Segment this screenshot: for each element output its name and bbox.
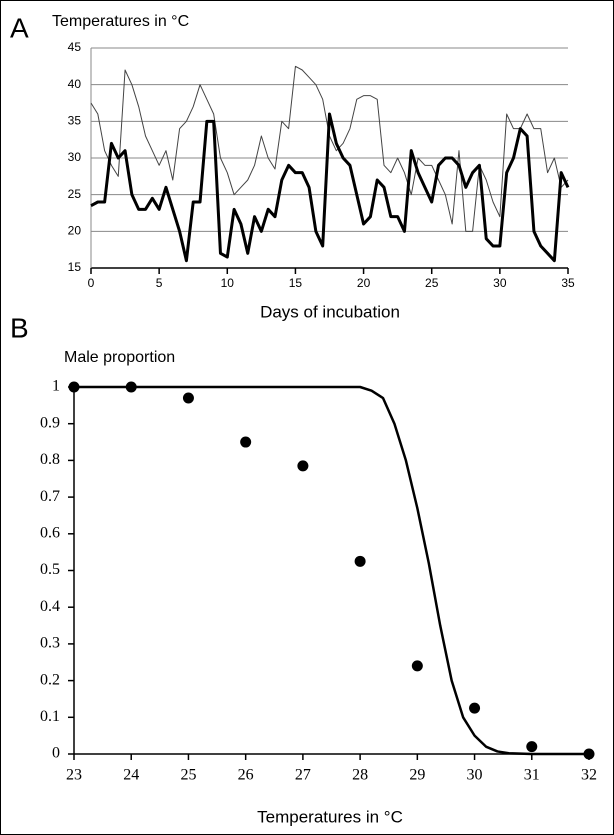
y-tick-label: 0.6 (40, 524, 60, 541)
y-tick-label: 35 (68, 114, 82, 128)
data-point (182, 392, 194, 404)
y-tick-label: 0.3 (40, 635, 60, 652)
y-tick-label: 1 (52, 378, 60, 395)
x-tick-label: 10 (221, 276, 235, 290)
y-tick-label: 0.5 (40, 561, 60, 578)
y-tick-label: 0.4 (40, 598, 60, 615)
data-point (411, 660, 423, 672)
data-point (240, 436, 252, 448)
data-point (469, 702, 481, 714)
data-point (297, 460, 309, 472)
panel-label: B (10, 312, 29, 343)
y-tick-label: 20 (68, 224, 82, 238)
y-tick-label: 15 (68, 260, 82, 274)
x-tick-label: 30 (493, 276, 507, 290)
y-tick-label: 45 (68, 40, 82, 54)
x-axis-label: Days of incubation (260, 302, 400, 321)
panel-label: A (10, 12, 29, 43)
x-tick-label: 0 (88, 276, 95, 290)
x-tick-label: 25 (425, 276, 439, 290)
temperature-line (90, 112, 570, 263)
x-tick-label: 27 (295, 767, 311, 784)
y-tick-label: 40 (68, 77, 82, 91)
x-axis-label: Temperatures in °C (257, 807, 403, 826)
x-tick-label: 35 (561, 276, 575, 290)
y-tick-label: 0.2 (40, 671, 60, 688)
x-tick-label: 25 (180, 767, 196, 784)
x-tick-label: 15 (289, 276, 303, 290)
x-tick-label: 28 (352, 767, 368, 784)
x-tick-label: 30 (467, 767, 483, 784)
y-tick-label: 0.9 (40, 414, 60, 431)
x-tick-label: 5 (156, 276, 163, 290)
y-tick-label: 25 (68, 187, 82, 201)
x-tick-label: 24 (123, 767, 139, 784)
chart-title: Temperatures in °C (52, 13, 189, 30)
y-tick-label: 0 (52, 745, 60, 762)
data-point (526, 741, 538, 753)
y-axis-label: Male proportion (64, 349, 175, 366)
x-tick-label: 29 (409, 767, 425, 784)
fit-curve (74, 385, 589, 756)
y-tick-label: 0.7 (40, 488, 60, 505)
x-tick-label: 23 (66, 767, 82, 784)
data-point (354, 555, 366, 567)
x-tick-label: 31 (524, 767, 540, 784)
y-tick-label: 0.8 (40, 451, 60, 468)
x-tick-label: 20 (357, 276, 371, 290)
y-tick-label: 30 (68, 150, 82, 164)
y-tick-label: 0.1 (40, 708, 60, 725)
x-tick-label: 26 (238, 767, 254, 784)
x-tick-label: 32 (581, 767, 597, 784)
